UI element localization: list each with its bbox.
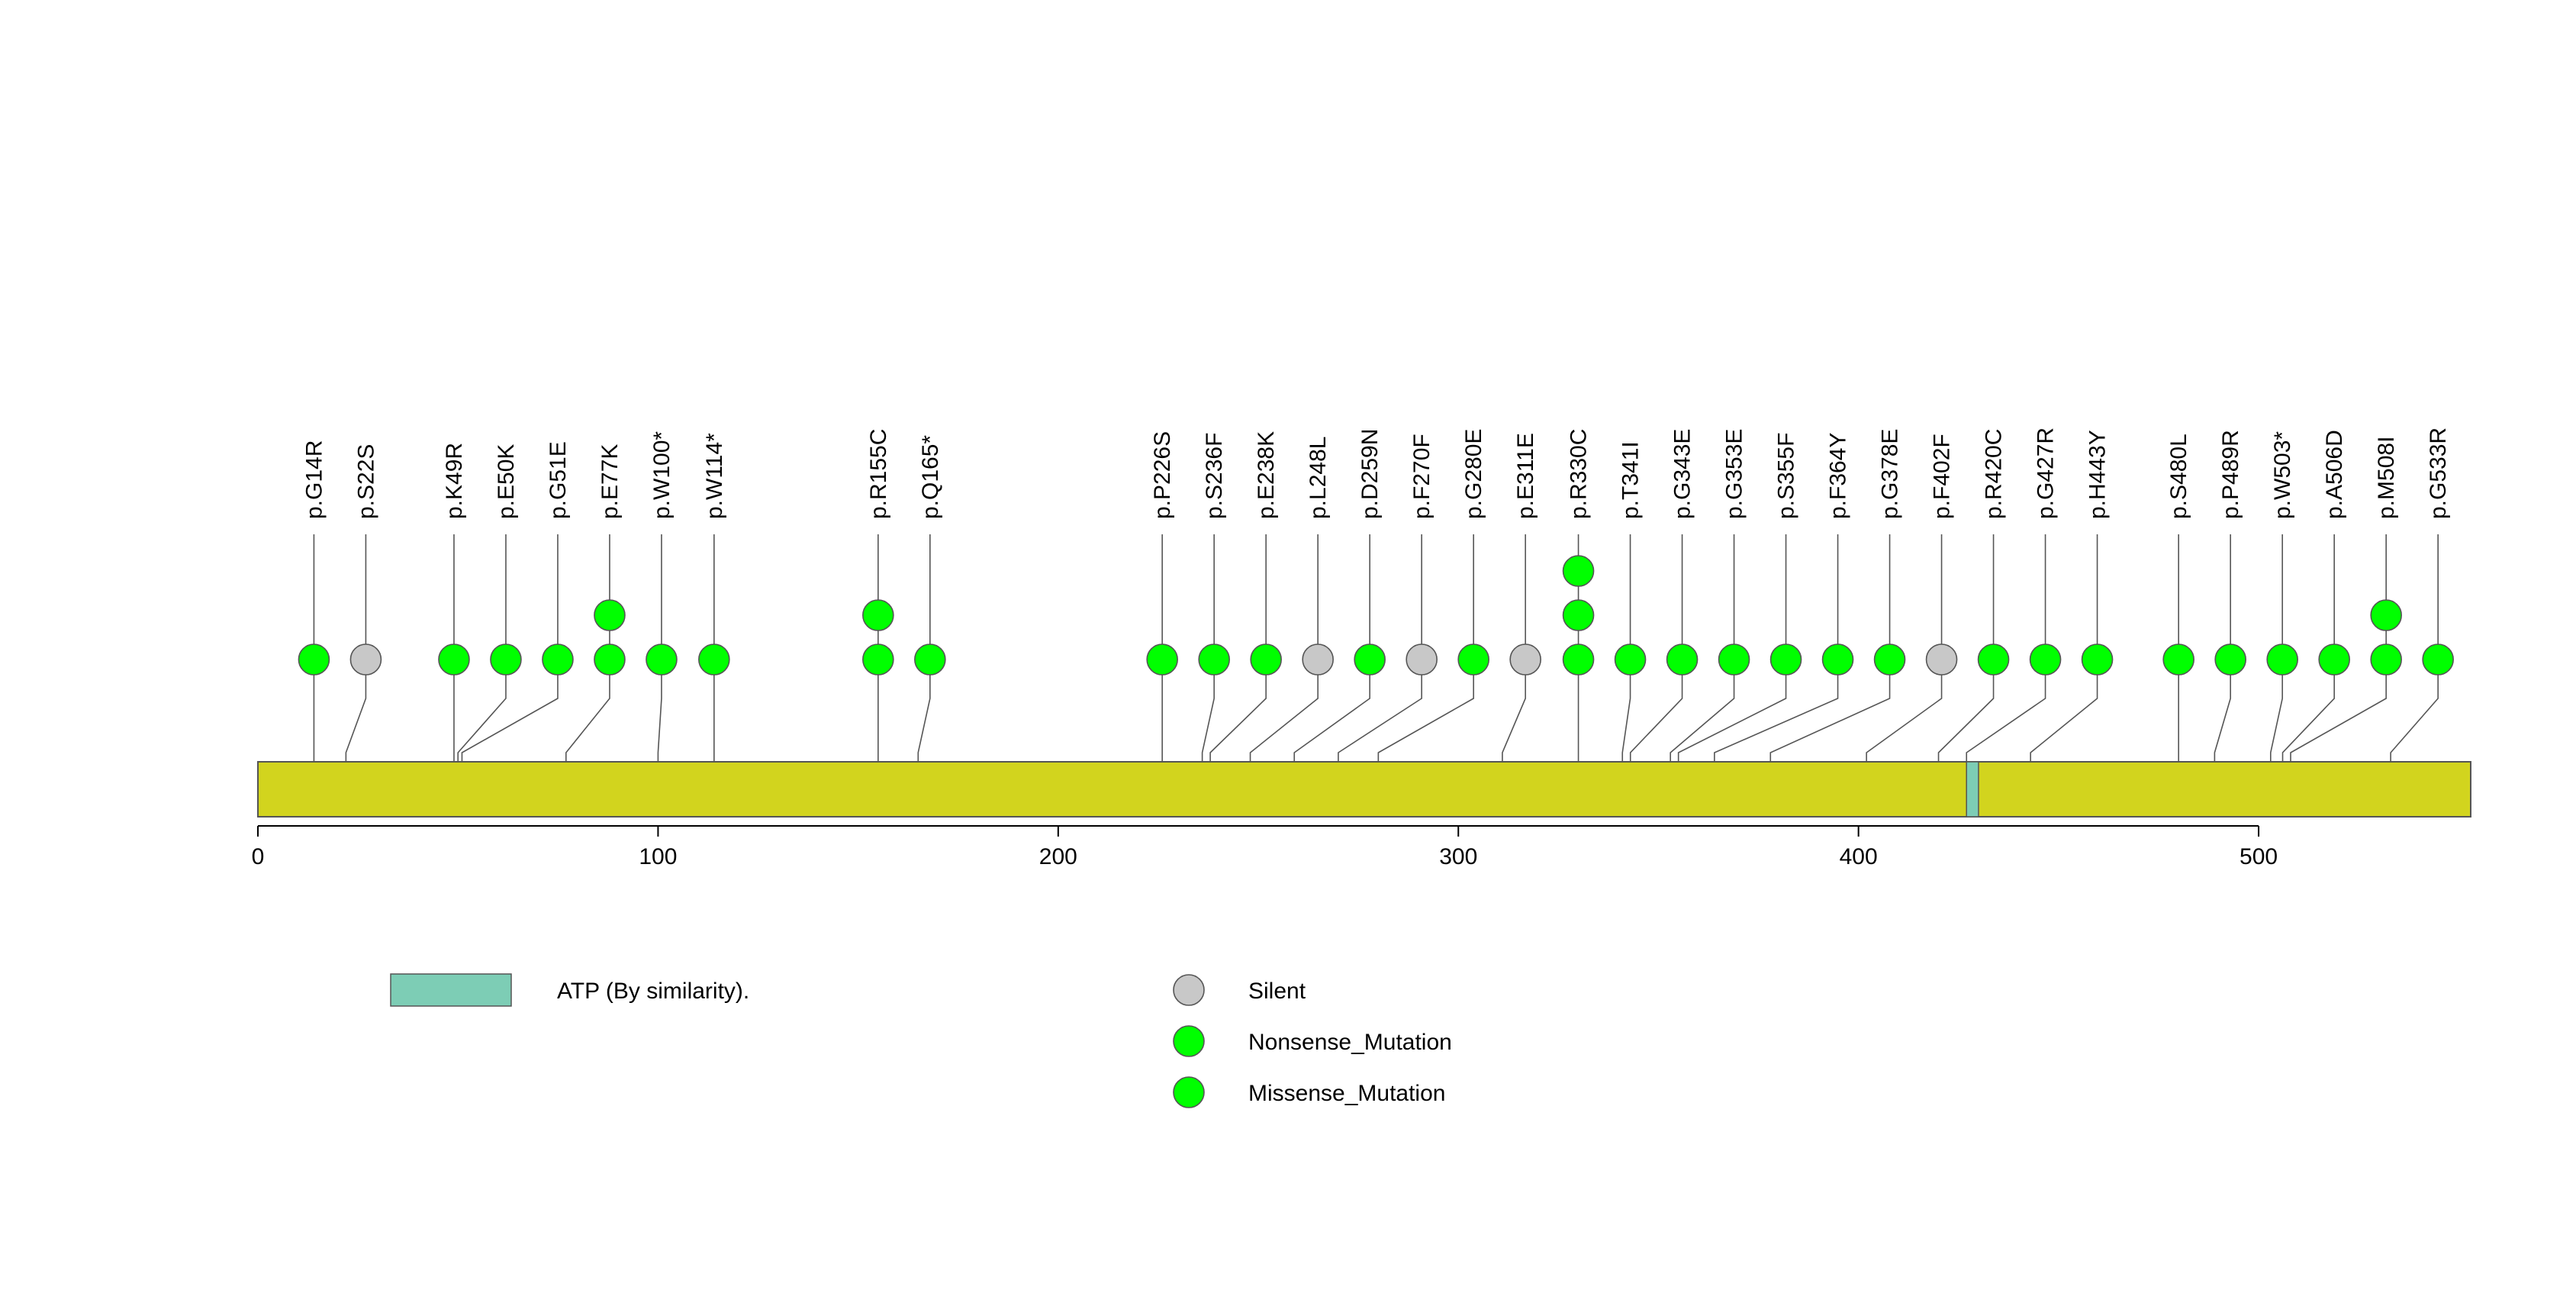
label-p-G14R: p.G14R — [301, 440, 327, 519]
label-p-Q165-: p.Q165* — [918, 435, 943, 519]
marker-p-K49R-0[interactable] — [438, 643, 470, 676]
label-p-L248L: p.L248L — [1306, 437, 1331, 519]
legend-type-label-1: Nonsense_Mutation — [1248, 1030, 1452, 1055]
label-p-G427R: p.G427R — [2033, 427, 2059, 519]
marker-p-E238K-0[interactable] — [1250, 643, 1282, 676]
label-p-G378E: p.G378E — [1878, 429, 1903, 519]
label-p-D259N: p.D259N — [1357, 429, 1383, 519]
marker-p-S236F-0[interactable] — [1198, 643, 1230, 676]
marker-p-Q165--0[interactable] — [914, 643, 946, 676]
label-p-H443Y: p.H443Y — [2085, 430, 2111, 519]
marker-p-G14R-0[interactable] — [298, 643, 330, 676]
label-p-K49R: p.K49R — [442, 443, 467, 519]
marker-p-L248L-0[interactable] — [1302, 643, 1334, 676]
marker-p-P226S-0[interactable] — [1146, 643, 1178, 676]
x-axis: 0 100 200 300 400 500 — [252, 825, 2278, 869]
x-tick-label-400: 400 — [1840, 844, 1878, 869]
marker-p-S22S-0[interactable] — [349, 643, 382, 676]
label-p-S236F: p.S236F — [1202, 433, 1227, 519]
legend: ATP (By similarity). Silent Nonsense_Mutat… — [390, 973, 1452, 1108]
legend-type-label-2: Missense_Mutation — [1248, 1081, 1445, 1106]
label-p-F270F: p.F270F — [1409, 434, 1435, 519]
marker-p-D259N-0[interactable] — [1354, 643, 1386, 676]
marker-p-S480L-0[interactable] — [2162, 643, 2194, 676]
label-p-E311E: p.E311E — [1513, 433, 1538, 519]
marker-p-F402F-0[interactable] — [1925, 643, 1958, 676]
label-p-E238K: p.E238K — [1254, 431, 1279, 519]
marker-p-R330C-0[interactable] — [1562, 643, 1595, 676]
marker-p-G427R-0[interactable] — [2029, 643, 2062, 676]
label-p-M508I: p.M508I — [2374, 437, 2399, 519]
label-p-R420C: p.R420C — [1982, 429, 2007, 519]
marker-p-G378E-0[interactable] — [1873, 643, 1906, 676]
marker-p-G51E-0[interactable] — [542, 643, 574, 676]
label-p-G533R: p.G533R — [2426, 427, 2451, 519]
label-p-G343E: p.G343E — [1670, 429, 1695, 519]
legend-domain-label-0: ATP (By similarity). — [557, 979, 749, 1004]
label-p-T341I: p.T341I — [1618, 441, 1644, 519]
legend-type-label-0: Silent — [1248, 979, 1306, 1004]
label-p-G353E: p.G353E — [1722, 429, 1747, 519]
label-p-S355F: p.S355F — [1774, 433, 1799, 519]
marker-p-P489R-0[interactable] — [2214, 643, 2246, 676]
marker-p-G280E-0[interactable] — [1457, 643, 1489, 676]
marker-p-E77K-1[interactable] — [594, 599, 626, 631]
marker-p-R330C-1[interactable] — [1562, 599, 1595, 631]
legend-type-marker-1 — [1173, 1025, 1205, 1057]
label-p-P226S: p.P226S — [1150, 431, 1175, 519]
protein-bar — [257, 761, 2471, 818]
label-p-W503-: p.W503* — [2270, 431, 2295, 519]
legend-type-marker-2 — [1173, 1076, 1205, 1108]
label-p-R155C: p.R155C — [866, 429, 891, 519]
marker-p-G353E-0[interactable] — [1718, 643, 1750, 676]
legend-domain-swatch-0 — [390, 973, 512, 1007]
marker-p-G343E-0[interactable] — [1666, 643, 1699, 676]
label-p-S480L: p.S480L — [2166, 434, 2191, 519]
marker-p-R420C-0[interactable] — [1977, 643, 2010, 676]
marker-p-R330C-2[interactable] — [1562, 555, 1595, 587]
label-p-G51E: p.G51E — [546, 441, 571, 519]
x-tick-label-200: 200 — [1039, 844, 1077, 869]
marker-p-T341I-0[interactable] — [1614, 643, 1647, 676]
marker-p-E50K-0[interactable] — [490, 643, 522, 676]
marker-p-F364Y-0[interactable] — [1821, 643, 1854, 676]
x-tick-label-0: 0 — [252, 844, 265, 869]
marker-p-A506D-0[interactable] — [2318, 643, 2350, 676]
labels-layer: p.G14R p.S22S p.K49R p.E50K p.G51E p.E77K p.W1… — [301, 427, 2451, 519]
marker-p-R155C-0[interactable] — [862, 643, 894, 676]
marker-p-M508I-0[interactable] — [2370, 643, 2402, 676]
marker-p-W114--0[interactable] — [698, 643, 730, 676]
marker-p-W503--0[interactable] — [2266, 643, 2298, 676]
label-p-R330C: p.R330C — [1567, 429, 1592, 519]
x-tick-label-300: 300 — [1439, 844, 1477, 869]
marker-p-E77K-0[interactable] — [594, 643, 626, 676]
marker-p-E311E-0[interactable] — [1509, 643, 1541, 676]
marker-p-H443Y-0[interactable] — [2081, 643, 2114, 676]
label-p-F402F: p.F402F — [1930, 434, 1955, 519]
label-p-E50K: p.E50K — [494, 444, 519, 519]
label-p-P489R: p.P489R — [2218, 430, 2243, 519]
markers-layer — [298, 555, 2454, 676]
label-p-E77K: p.E77K — [597, 444, 623, 519]
marker-p-M508I-1[interactable] — [2370, 599, 2402, 631]
label-p-F364Y: p.F364Y — [1826, 433, 1851, 519]
x-tick-label-500: 500 — [2240, 844, 2278, 869]
marker-p-R155C-1[interactable] — [862, 599, 894, 631]
marker-p-F270F-0[interactable] — [1406, 643, 1438, 676]
marker-p-S355F-0[interactable] — [1769, 643, 1802, 676]
x-tick-label-100: 100 — [639, 844, 677, 869]
domain-0[interactable] — [1966, 761, 1979, 818]
label-p-W100-: p.W100* — [649, 431, 675, 519]
label-p-A506D: p.A506D — [2322, 430, 2347, 519]
label-p-W114-: p.W114* — [702, 433, 727, 519]
marker-p-G533R-0[interactable] — [2422, 643, 2454, 676]
label-p-G280E: p.G280E — [1461, 429, 1486, 519]
marker-p-W100--0[interactable] — [646, 643, 678, 676]
label-p-S22S: p.S22S — [353, 444, 378, 519]
protein-layer — [257, 761, 2471, 818]
legend-type-marker-0 — [1173, 974, 1205, 1006]
